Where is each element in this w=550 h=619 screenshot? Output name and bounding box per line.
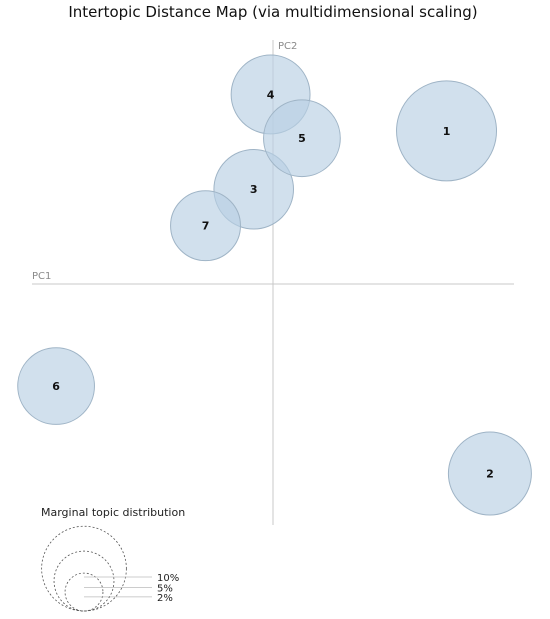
topic-bubble-6[interactable] (17, 347, 95, 425)
topic-label-4: 4 (267, 88, 275, 101)
topic-label-5: 5 (298, 132, 306, 145)
topic-bubble-7[interactable] (170, 190, 241, 262)
legend-items: 2%5%10% (41, 525, 179, 612)
y-axis-label: PC2 (278, 41, 297, 52)
legend-label-10: 10% (157, 573, 179, 584)
chart-title: Intertopic Distance Map (via multidimens… (68, 3, 477, 21)
topic-bubble-5[interactable] (263, 99, 341, 178)
topic-bubbles: 1 2 3 4 5 6 7 (17, 54, 532, 516)
legend-title: Marginal topic distribution (41, 506, 185, 519)
legend-label-2: 2% (157, 593, 173, 604)
legend-circle-10 (41, 525, 127, 612)
topic-bubble-2[interactable] (447, 431, 532, 516)
topic-label-6: 6 (52, 380, 60, 393)
topic-label-2: 2 (486, 468, 494, 481)
legend-circle-2 (64, 572, 104, 612)
topic-label-1: 1 (443, 125, 451, 138)
topic-label-7: 7 (202, 220, 210, 233)
legend-label-5: 5% (157, 584, 173, 595)
legend: Marginal topic distribution 2%5%10% (41, 506, 185, 612)
topic-label-3: 3 (250, 183, 258, 196)
topic-bubble-1[interactable] (396, 80, 498, 182)
legend-circle-5 (53, 550, 115, 612)
x-axis-label: PC1 (32, 271, 51, 282)
